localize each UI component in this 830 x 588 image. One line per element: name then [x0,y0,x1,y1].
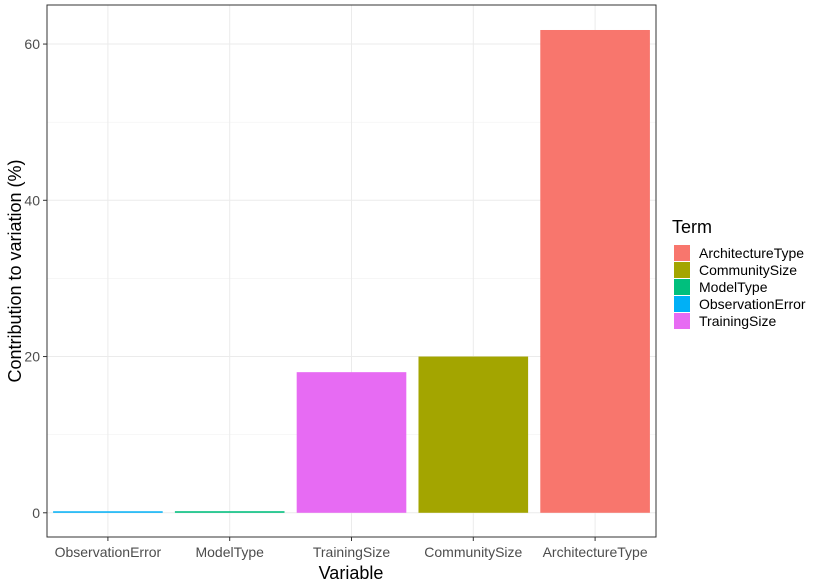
y-axis: 0 20 40 60 [24,36,47,521]
y-axis-title: Contribution to variation (%) [5,159,25,382]
legend-label: TrainingSize [699,313,777,329]
bar-architecturetype [540,29,650,513]
y-tick-label: 60 [24,36,40,52]
legend-key-modeltype [674,279,690,295]
x-axis: ObservationError ModelType TrainingSize Com… [55,537,648,560]
x-tick-label: ModelType [195,544,264,560]
plot-panel [46,4,657,538]
bar-communitysize [418,356,529,513]
legend-key-trainingsize [674,313,690,329]
legend-label: ModelType [699,279,768,295]
bar-observationerror [53,511,163,513]
bars [53,29,650,513]
x-tick-label: TrainingSize [313,544,391,560]
legend-label: ObservationError [699,296,806,312]
x-axis-title: Variable [319,563,384,583]
x-tick-label: ObservationError [55,544,162,560]
legend-items: ArchitectureTypeCommunitySizeModelTypeOb… [674,245,806,329]
legend: Term ArchitectureTypeCommunitySizeModelT… [672,217,806,329]
y-tick-label: 40 [24,192,40,208]
y-tick-label: 20 [24,349,40,365]
y-tick-label: 0 [32,505,40,521]
x-tick-label: CommunitySize [424,544,522,560]
legend-label: ArchitectureType [699,245,804,261]
x-tick-label: ArchitectureType [543,544,648,560]
legend-key-communitysize [674,262,690,278]
bar-modeltype [174,511,285,513]
bar-trainingsize [296,372,407,513]
legend-key-observationerror [674,296,690,312]
legend-label: CommunitySize [699,262,797,278]
legend-key-architecturetype [674,245,690,261]
legend-title: Term [672,217,712,237]
